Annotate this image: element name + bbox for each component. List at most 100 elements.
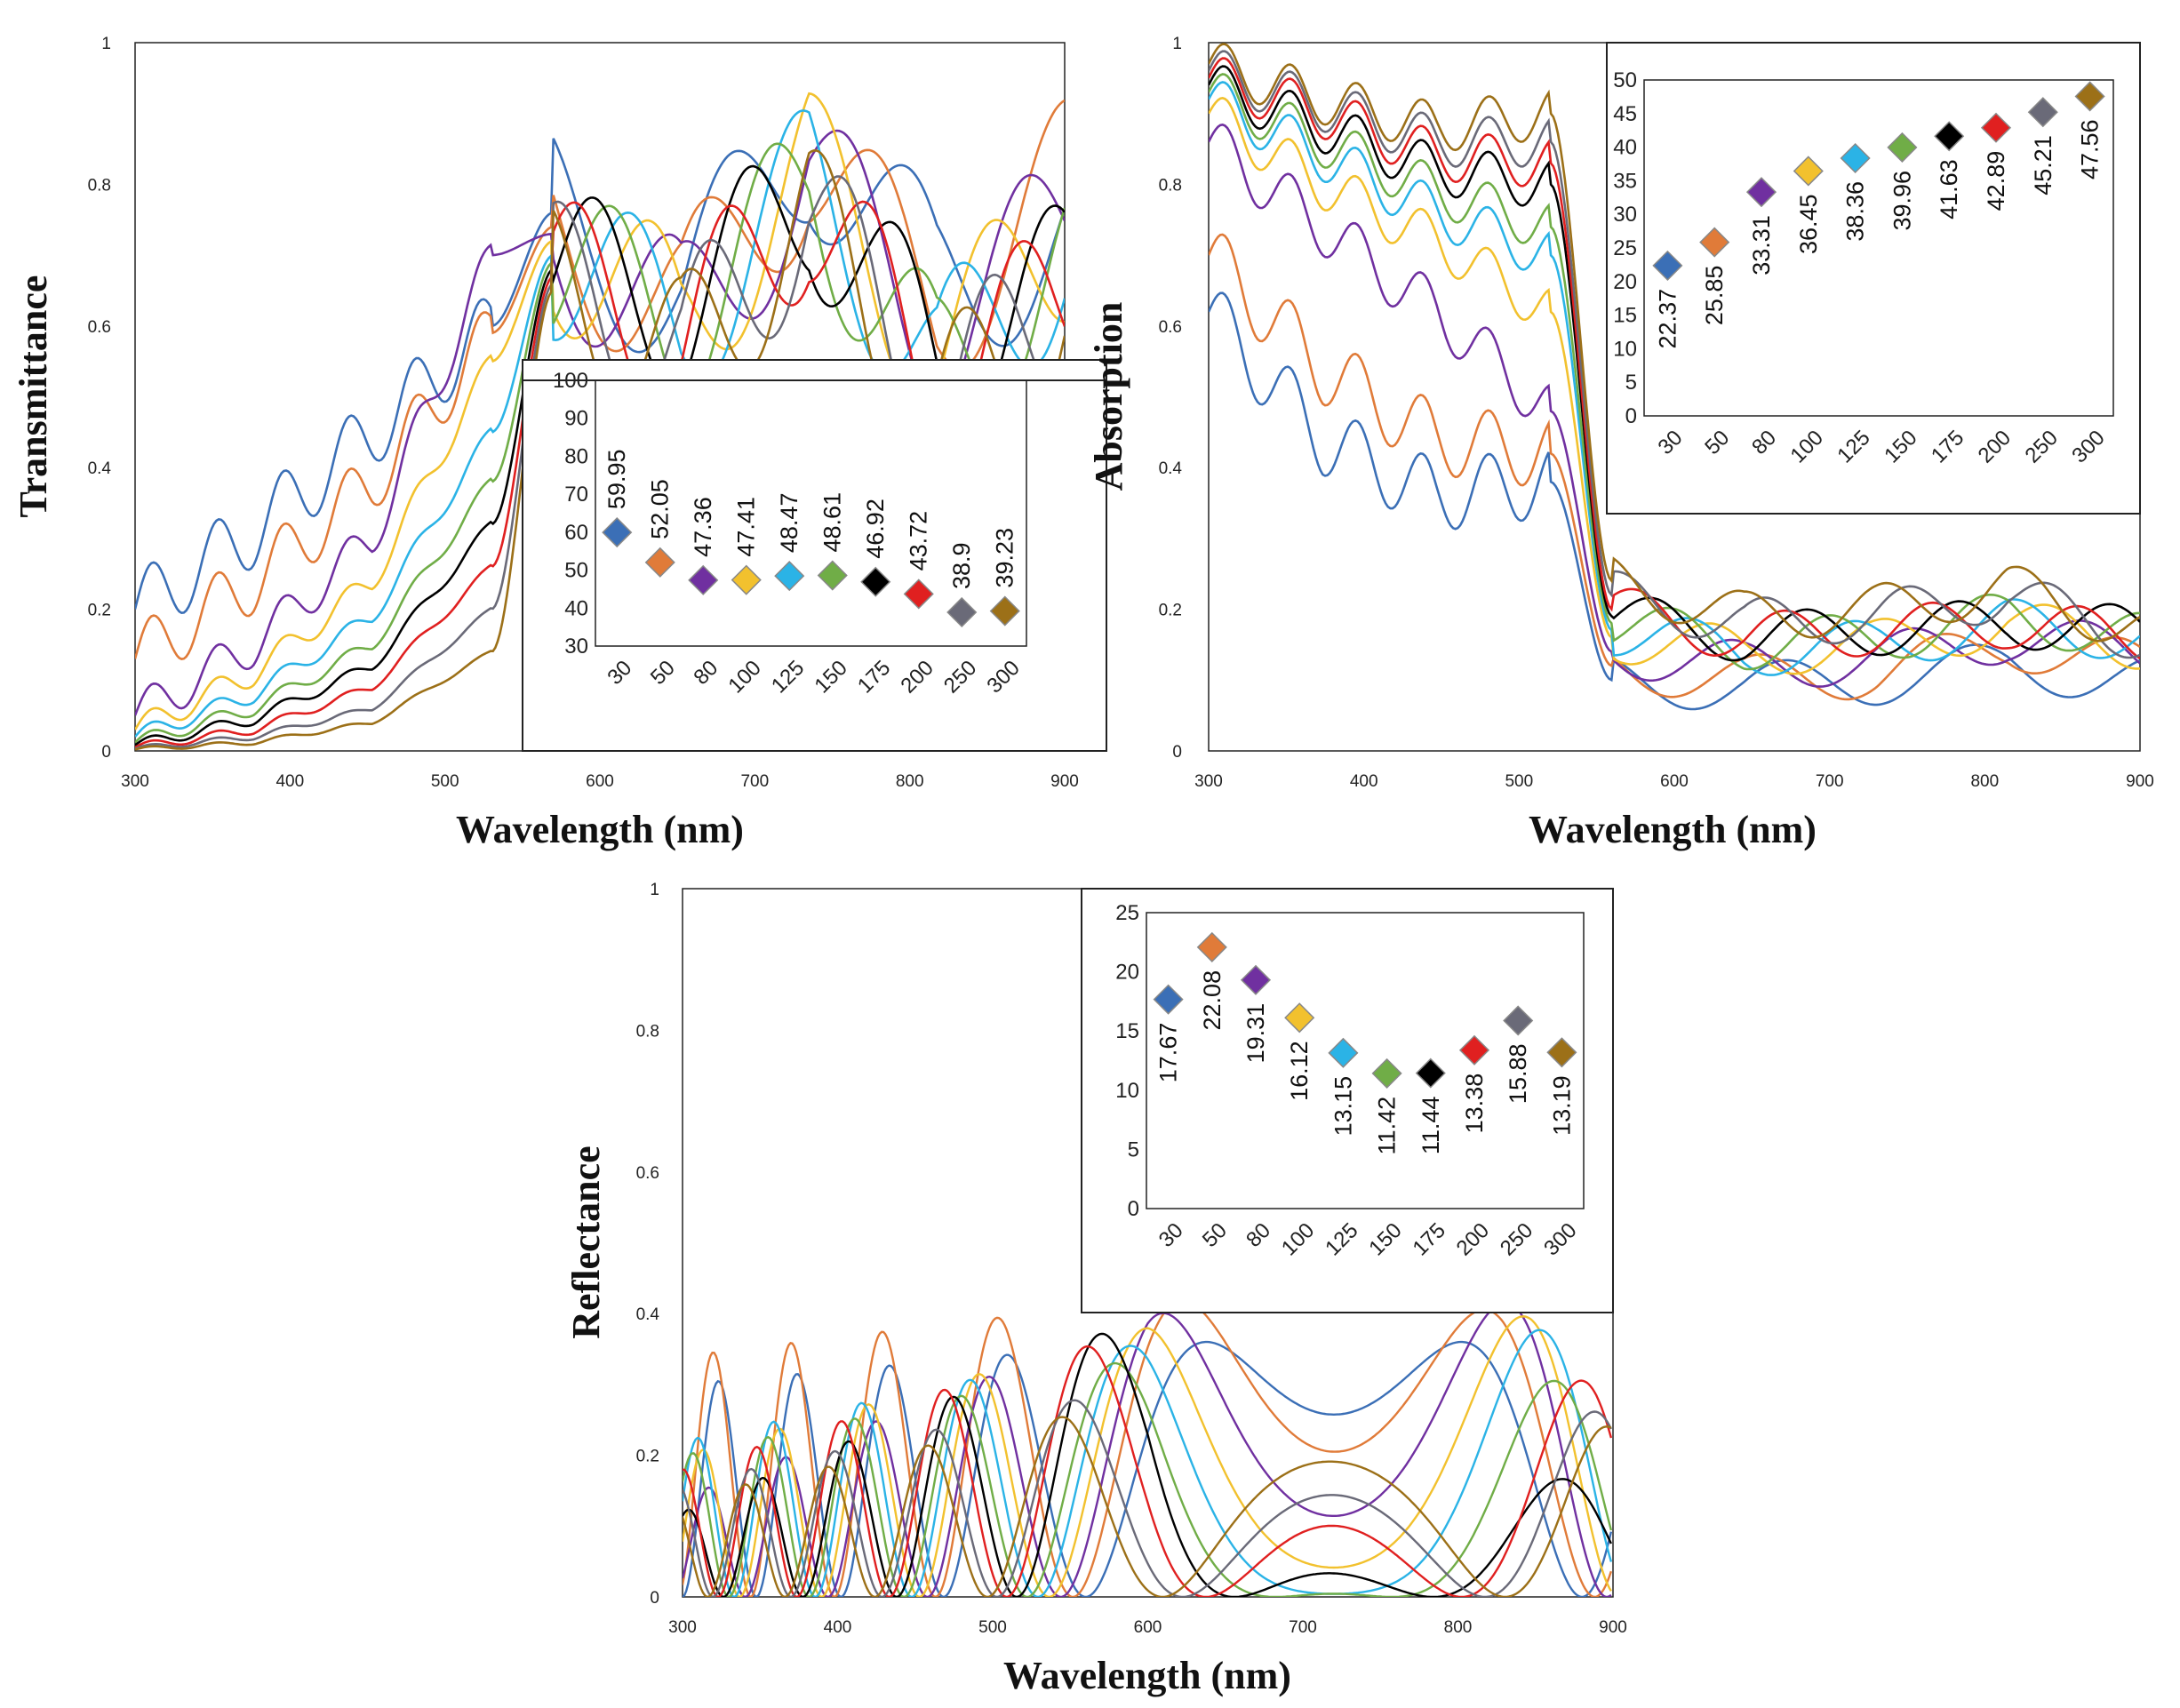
transmittance-series-150 <box>135 142 1065 744</box>
absorption-inset-value-label: 42.89 <box>1983 151 2009 212</box>
transmittance-inset-ytick: 100 <box>553 369 588 393</box>
absorption-inset-ytick: 20 <box>1613 270 1637 294</box>
absorption-xtick-label: 900 <box>2126 772 2154 791</box>
absorption-ytick-label: 0.6 <box>1159 318 1182 337</box>
reflectance-y-axis-title: Reflectance <box>564 1145 608 1338</box>
reflectance-inset-ytick: 25 <box>1115 901 1139 925</box>
absorption-inset-marker-125 <box>1840 142 1871 174</box>
absorption-xtick-label: 600 <box>1660 772 1689 791</box>
reflectance-inset-value-label: 22.08 <box>1199 970 1226 1031</box>
absorption-inset-marker-100 <box>1793 156 1824 187</box>
transmittance-inset-value-label: 47.36 <box>690 497 716 557</box>
reflectance-inset-plot-frame <box>1146 912 1585 1209</box>
reflectance-xtick-label: 300 <box>668 1618 697 1637</box>
transmittance-inset-marker-80 <box>688 564 719 595</box>
reflectance-ytick-label: 0.4 <box>636 1305 660 1324</box>
absorption-inset-marker-200 <box>1980 112 2012 143</box>
reflectance-xtick-label: 800 <box>1444 1618 1473 1637</box>
transmittance-inset-marker-100 <box>731 564 762 595</box>
absorption-lines <box>1209 43 2140 711</box>
absorption-inset-marker-150 <box>1887 132 1918 163</box>
transmittance-series-175 <box>135 164 1065 746</box>
absorption-series-100 <box>1209 97 2140 675</box>
absorption-series-80 <box>1209 123 2140 688</box>
reflectance-series-175 <box>683 1332 1612 1597</box>
reflectance-inset-marker-100 <box>1284 1002 1315 1034</box>
reflectance-inset-value-label: 11.42 <box>1374 1097 1401 1155</box>
absorption-inset-marker-30 <box>1652 250 1683 281</box>
transmittance-inset-ytick: 50 <box>564 559 588 583</box>
transmittance-ytick-label: 0.2 <box>88 602 111 620</box>
absorption-inset-value-label: 41.63 <box>1936 159 1962 219</box>
absorption-inset-value-label: 45.21 <box>2030 135 2056 196</box>
absorption-inset-value-label: 47.56 <box>2077 119 2104 180</box>
reflectance-xtick-label: 400 <box>824 1618 852 1637</box>
reflectance-ytick-label: 0.8 <box>636 1022 659 1041</box>
transmittance-inset-ytick: 80 <box>564 444 588 468</box>
transmittance-inset-marker-250 <box>946 596 978 628</box>
transmittance-ytick-label: 0.8 <box>88 176 111 195</box>
reflectance-xtick-label: 500 <box>978 1618 1007 1637</box>
reflectance-inset-marker-50 <box>1196 931 1227 962</box>
transmittance-xtick-label: 700 <box>740 772 769 791</box>
reflectance-inset-marker-250 <box>1503 1005 1534 1036</box>
absorption-inset-ytick: 5 <box>1625 371 1637 395</box>
transmittance-inset-marker-50 <box>644 547 675 578</box>
transmittance-inset-value-label: 47.41 <box>733 497 760 557</box>
absorption-inset-frame <box>1606 42 2141 515</box>
absorption-inset-value-label: 38.36 <box>1842 181 1869 242</box>
reflectance-chart: 0 0.2 0.4 0.6 0.8 1 300 400 500 600 700 800 900 Wavel… <box>564 881 1627 1697</box>
reflectance-series-100 <box>683 1315 1612 1597</box>
absorption-xtick-label: 500 <box>1505 772 1533 791</box>
absorption-inset-marker-300 <box>2074 81 2105 112</box>
absorption-y-axis-title: Absorption <box>1087 302 1130 491</box>
absorption-ytick-label: 0.4 <box>1159 459 1183 478</box>
transmittance-inset-value-label: 43.72 <box>906 511 932 571</box>
transmittance-inset-ytick: 40 <box>564 596 588 620</box>
reflectance-inset-marker-300 <box>1546 1037 1577 1068</box>
absorption-series-125 <box>1209 81 2140 676</box>
reflectance-inset-ytick: 20 <box>1115 961 1139 985</box>
absorption-inset-ytick: 40 <box>1613 136 1637 160</box>
transmittance-inset-value-label: 38.9 <box>948 542 975 589</box>
reflectance-inset-marker-80 <box>1240 964 1272 995</box>
reflectance-inset-value-label: 13.19 <box>1548 1075 1575 1136</box>
absorption-inset-value-label: 33.31 <box>1748 215 1775 275</box>
absorption-ytick-label: 1 <box>1172 35 1182 53</box>
reflectance-xtick-label: 700 <box>1289 1618 1317 1637</box>
transmittance-inset-ytick: 30 <box>564 635 588 658</box>
transmittance-inset-value-label: 39.23 <box>992 528 1018 588</box>
absorption-series-175 <box>1209 65 2140 662</box>
reflectance-ytick-label: 0.2 <box>636 1448 659 1466</box>
reflectance-inset-frame <box>1081 888 1614 1313</box>
absorption-inset-ytick: 50 <box>1613 68 1637 92</box>
transmittance-xtick-label: 300 <box>121 772 149 791</box>
absorption-inset-value-label: 22.37 <box>1654 289 1681 349</box>
absorption-inset-plot-frame <box>1643 79 2114 417</box>
reflectance-inset-value-label: 17.67 <box>1155 1023 1182 1083</box>
absorption-inset-ytick: 15 <box>1613 304 1637 328</box>
absorption-inset-ytick: 10 <box>1613 337 1637 361</box>
reflectance-inset-value-label: 16.12 <box>1286 1041 1313 1101</box>
reflectance-inset-value-label: 13.38 <box>1461 1073 1488 1134</box>
transmittance-ytick-label: 0.6 <box>88 318 111 337</box>
transmittance-xtick-label: 400 <box>275 772 304 791</box>
reflectance-series-50 <box>683 1299 1613 1597</box>
transmittance-ytick-label: 0 <box>101 743 111 762</box>
absorption-inset-value-label: 39.96 <box>1889 171 1915 231</box>
absorption-inset-ytick: 35 <box>1613 169 1637 193</box>
transmittance-inset-marker-175 <box>860 566 891 597</box>
reflectance-x-axis-title: Wavelength (nm) <box>1003 1654 1291 1697</box>
transmittance-y-axis-title: Transmittance <box>12 275 55 518</box>
transmittance-xtick-label: 900 <box>1050 772 1079 791</box>
absorption-inset-marker-80 <box>1745 177 1777 208</box>
transmittance-series-50 <box>135 99 1065 660</box>
absorption-series-200 <box>1209 57 2140 660</box>
absorption-xtick-label: 300 <box>1194 772 1223 791</box>
absorption-inset-marker-50 <box>1699 227 1730 258</box>
reflectance-series-200 <box>683 1345 1613 1597</box>
transmittance-xtick-label: 800 <box>896 772 924 791</box>
absorption-inset-value-label: 25.85 <box>1701 266 1728 326</box>
transmittance-inset-value-label: 48.47 <box>776 493 803 554</box>
